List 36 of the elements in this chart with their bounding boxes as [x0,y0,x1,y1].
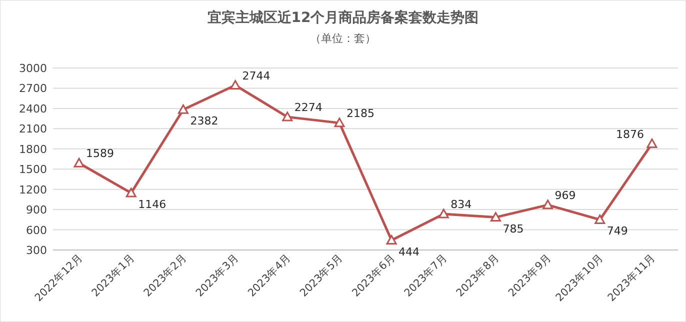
point [438,208,449,218]
data-label: 2274 [294,100,322,114]
data-label: 1876 [616,128,644,141]
data-label: 2185 [346,106,374,120]
y-tick-label: 900 [26,204,47,217]
data-label: 2744 [242,69,270,82]
chart-subtitle: （单位：套） [310,32,376,45]
point [282,112,293,122]
point [490,212,501,222]
data-label: 749 [606,224,628,238]
point [542,200,554,210]
y-tick-label: 2100 [19,122,47,136]
y-tick-label: 1200 [19,183,47,196]
y-tick-label: 1800 [19,142,47,156]
data-label: 444 [398,245,420,258]
y-tick-label: 3000 [19,62,47,75]
point [230,80,241,90]
chart-title: 宜宾主城区近12个月商品房备案套数走势图 [207,9,479,26]
y-tick-label: 2400 [19,102,47,116]
data-label: 1146 [138,198,166,211]
point [126,188,136,198]
y-tick-label: 600 [26,224,47,237]
point [594,214,606,224]
point [334,118,345,128]
data-label: 834 [450,198,472,212]
data-label: 2382 [190,114,218,128]
data-label: 785 [502,222,524,236]
point [74,158,84,168]
y-tick-label: 2700 [19,82,47,96]
data-label: 1589 [86,147,114,160]
point [178,104,188,114]
point [386,235,397,245]
data-label: 969 [554,188,576,202]
point [646,138,658,148]
y-tick-label: 1500 [19,163,47,176]
y-tick-label: 300 [26,244,47,257]
